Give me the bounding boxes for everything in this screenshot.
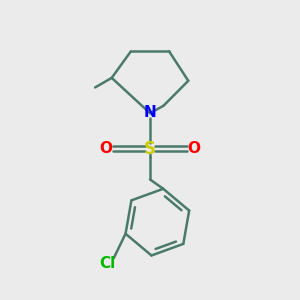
Text: O: O — [188, 141, 201, 156]
Text: Cl: Cl — [99, 256, 116, 271]
Text: N: N — [144, 105, 156, 120]
Text: O: O — [99, 141, 112, 156]
Text: S: S — [144, 140, 156, 158]
